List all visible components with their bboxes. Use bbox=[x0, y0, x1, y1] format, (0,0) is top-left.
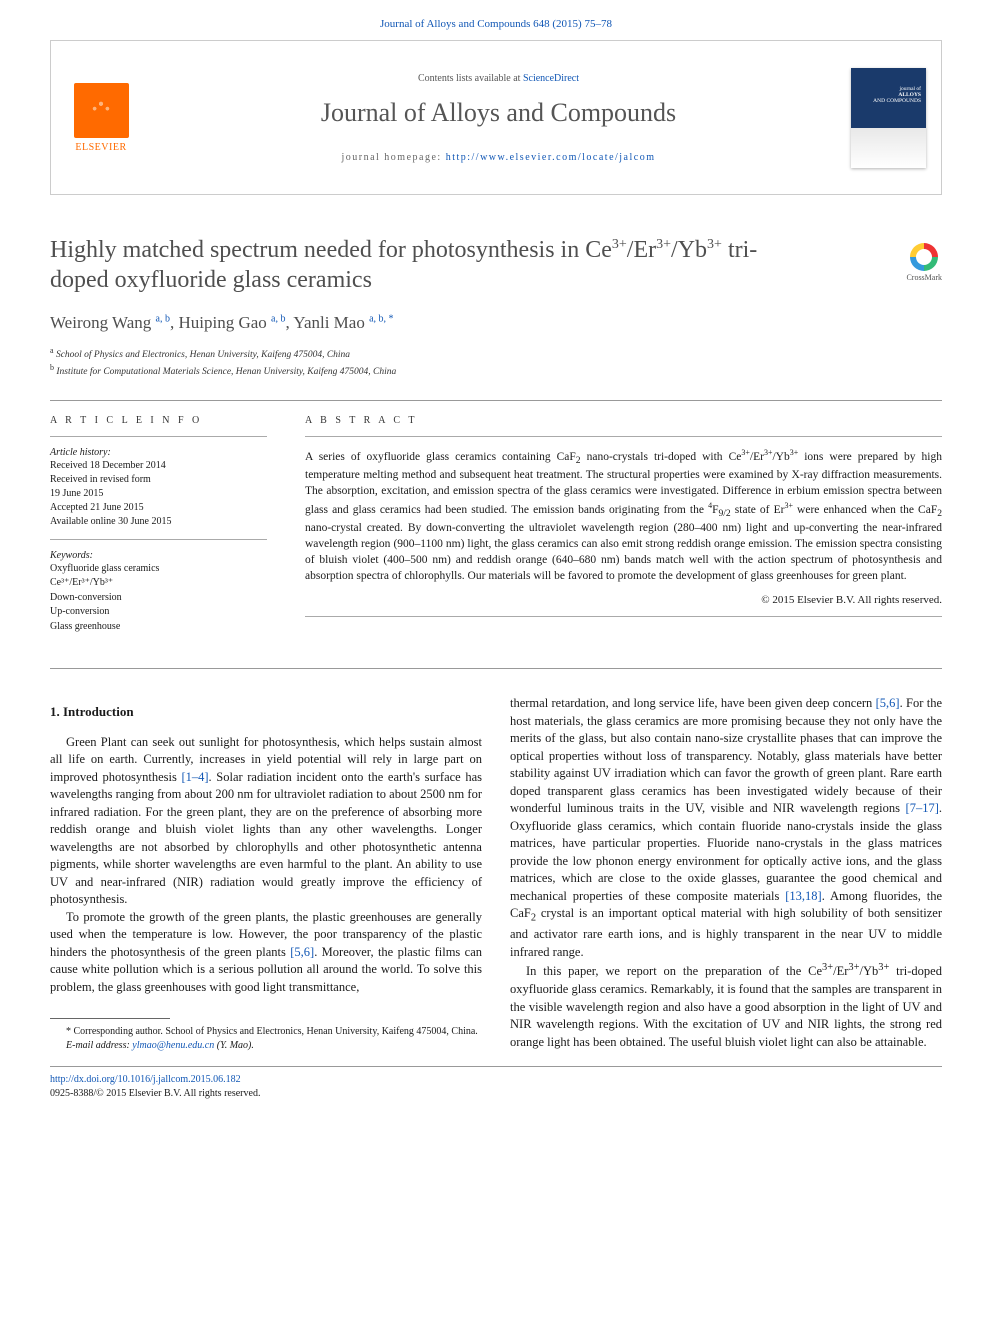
history-line: 19 June 2015 bbox=[50, 487, 267, 501]
keyword: Oxyfluoride glass ceramics bbox=[50, 562, 267, 577]
abstract-heading: A B S T R A C T bbox=[305, 415, 942, 426]
article-title: Highly matched spectrum needed for photo… bbox=[50, 235, 810, 295]
issn-copyright: 0925-8388/© 2015 Elsevier B.V. All right… bbox=[50, 1088, 260, 1099]
cover-label: journal ofALLOYSAND COMPOUNDS bbox=[873, 86, 921, 104]
history-block: Received 18 December 2014 Received in re… bbox=[50, 459, 267, 529]
history-label: Article history: bbox=[50, 447, 267, 458]
keyword: Glass greenhouse bbox=[50, 620, 267, 635]
affil-text: School of Physics and Electronics, Henan… bbox=[56, 350, 350, 360]
article-info-heading: A R T I C L E I N F O bbox=[50, 415, 267, 426]
affil-text: Institute for Computational Materials Sc… bbox=[56, 368, 396, 378]
affiliations: a School of Physics and Electronics, Hen… bbox=[50, 345, 942, 380]
email-label: E-mail address: bbox=[66, 1040, 132, 1051]
elsevier-text: ELSEVIER bbox=[75, 142, 126, 153]
elsevier-logo: ELSEVIER bbox=[51, 73, 151, 163]
history-line: Received 18 December 2014 bbox=[50, 459, 267, 473]
top-citation: Journal of Alloys and Compounds 648 (201… bbox=[0, 0, 992, 40]
affiliation: a School of Physics and Electronics, Hen… bbox=[50, 345, 942, 362]
footnote-divider bbox=[50, 1018, 170, 1019]
corresponding-author-note: * Corresponding author. School of Physic… bbox=[50, 1025, 482, 1039]
body-paragraph: thermal retardation, and long service li… bbox=[510, 695, 942, 961]
body-columns: 1. Introduction Green Plant can seek out… bbox=[50, 695, 942, 1052]
corresponding-email: E-mail address: ylmao@henu.edu.cn (Y. Ma… bbox=[50, 1039, 482, 1053]
contents-prefix: Contents lists available at bbox=[418, 73, 523, 84]
affiliation: b Institute for Computational Materials … bbox=[50, 362, 942, 379]
sciencedirect-link[interactable]: ScienceDirect bbox=[523, 73, 579, 84]
affil-marker: b bbox=[50, 363, 54, 372]
header-center: Contents lists available at ScienceDirec… bbox=[151, 65, 846, 171]
info-divider bbox=[305, 616, 942, 617]
keywords-label: Keywords: bbox=[50, 550, 267, 561]
authors: Weirong Wang a, b, Huiping Gao a, b, Yan… bbox=[50, 313, 942, 333]
history-line: Accepted 21 June 2015 bbox=[50, 501, 267, 515]
article-head: Highly matched spectrum needed for photo… bbox=[50, 235, 942, 295]
section-heading-intro: 1. Introduction bbox=[50, 703, 482, 721]
keyword: Up-conversion bbox=[50, 605, 267, 620]
body-paragraph: To promote the growth of the green plant… bbox=[50, 909, 482, 997]
info-divider bbox=[50, 539, 267, 540]
body-paragraph: Green Plant can seek out sunlight for ph… bbox=[50, 734, 482, 909]
history-line: Available online 30 June 2015 bbox=[50, 515, 267, 529]
body-paragraph: In this paper, we report on the preparat… bbox=[510, 961, 942, 1051]
history-line: Received in revised form bbox=[50, 473, 267, 487]
info-divider bbox=[50, 436, 267, 437]
homepage-link[interactable]: http://www.elsevier.com/locate/jalcom bbox=[446, 152, 656, 163]
abstract: A B S T R A C T A series of oxyfluoride … bbox=[285, 401, 942, 649]
crossmark-badge[interactable]: CrossMark bbox=[906, 243, 942, 282]
email-suffix: (Y. Mao). bbox=[214, 1040, 254, 1051]
info-abstract-row: A R T I C L E I N F O Article history: R… bbox=[50, 401, 942, 649]
article-info: A R T I C L E I N F O Article history: R… bbox=[50, 401, 285, 649]
abstract-copyright: © 2015 Elsevier B.V. All rights reserved… bbox=[305, 594, 942, 606]
homepage-prefix: journal homepage: bbox=[341, 152, 445, 163]
info-divider bbox=[305, 436, 942, 437]
divider bbox=[50, 668, 942, 669]
keyword: Ce³⁺/Er³⁺/Yb³⁺ bbox=[50, 576, 267, 591]
email-link[interactable]: ylmao@henu.edu.cn bbox=[132, 1040, 214, 1051]
journal-header: ELSEVIER Contents lists available at Sci… bbox=[50, 40, 942, 195]
journal-name: Journal of Alloys and Compounds bbox=[151, 98, 846, 128]
homepage-line: journal homepage: http://www.elsevier.co… bbox=[151, 152, 846, 163]
doi-link[interactable]: http://dx.doi.org/10.1016/j.jallcom.2015… bbox=[50, 1074, 241, 1085]
footer-bar: http://dx.doi.org/10.1016/j.jallcom.2015… bbox=[50, 1066, 942, 1101]
contents-line: Contents lists available at ScienceDirec… bbox=[151, 73, 846, 84]
abstract-text: A series of oxyfluoride glass ceramics c… bbox=[305, 447, 942, 585]
elsevier-tree-icon bbox=[74, 83, 129, 138]
crossmark-icon bbox=[910, 243, 938, 271]
journal-cover-thumbnail: journal ofALLOYSAND COMPOUNDS bbox=[851, 68, 926, 168]
keyword: Down-conversion bbox=[50, 591, 267, 606]
keywords-block: Oxyfluoride glass ceramics Ce³⁺/Er³⁺/Yb³… bbox=[50, 562, 267, 635]
affil-marker: a bbox=[50, 346, 54, 355]
crossmark-label: CrossMark bbox=[906, 273, 942, 282]
